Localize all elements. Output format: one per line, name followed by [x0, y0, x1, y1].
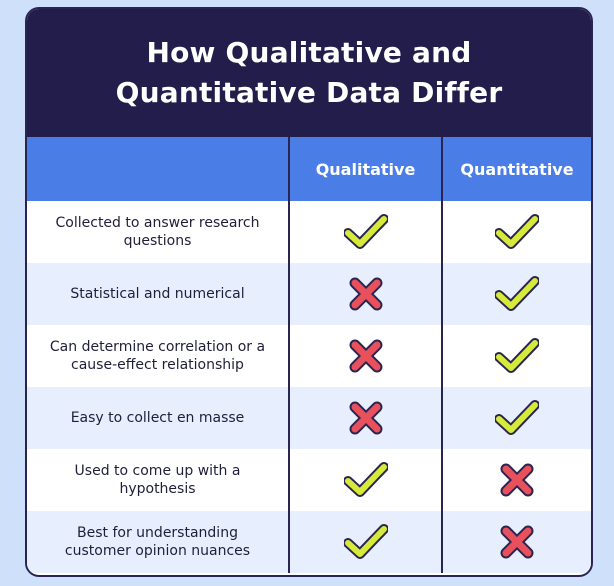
quantitative-cell [441, 387, 591, 449]
table-header-row: Qualitative Quantitative [27, 137, 591, 201]
qualitative-cell [288, 387, 442, 449]
row-label: Easy to collect en masse [27, 387, 289, 449]
quantitative-cell [441, 511, 591, 573]
check-icon [306, 524, 425, 560]
check-icon [459, 400, 575, 436]
check-icon [306, 214, 425, 250]
comparison-table: Qualitative Quantitative Collected to an… [27, 137, 591, 573]
table-row: Collected to answer research questions [27, 201, 591, 263]
row-label: Collected to answer research questions [27, 201, 289, 263]
quantitative-cell [441, 449, 591, 511]
quantitative-cell [441, 263, 591, 325]
table-row: Can determine correlation or a cause-eff… [27, 325, 591, 387]
quantitative-cell [441, 201, 591, 263]
qualitative-cell [288, 325, 442, 387]
header-empty [27, 137, 289, 201]
check-icon [306, 462, 425, 498]
quantitative-cell [441, 325, 591, 387]
table-row: Best for understanding customer opinion … [27, 511, 591, 573]
comparison-card: How Qualitative and Quantitative Data Di… [25, 7, 593, 577]
header-qualitative: Qualitative [288, 137, 442, 201]
title-banner: How Qualitative and Quantitative Data Di… [27, 9, 591, 137]
row-label: Used to come up with a hypothesis [27, 449, 289, 511]
cross-icon [306, 338, 425, 374]
cross-icon [459, 462, 575, 498]
qualitative-cell [288, 201, 442, 263]
check-icon [459, 338, 575, 374]
cross-icon [459, 524, 575, 560]
check-icon [459, 276, 575, 312]
row-label: Can determine correlation or a cause-eff… [27, 325, 289, 387]
cross-icon [306, 276, 425, 312]
check-icon [459, 214, 575, 250]
row-label: Best for understanding customer opinion … [27, 511, 289, 573]
table-row: Easy to collect en masse [27, 387, 591, 449]
page-title: How Qualitative and Quantitative Data Di… [115, 36, 503, 109]
row-label: Statistical and numerical [27, 263, 289, 325]
qualitative-cell [288, 449, 442, 511]
qualitative-cell [288, 263, 442, 325]
header-quantitative: Quantitative [441, 137, 591, 201]
table-row: Used to come up with a hypothesis [27, 449, 591, 511]
table-row: Statistical and numerical [27, 263, 591, 325]
cross-icon [306, 400, 425, 436]
qualitative-cell [288, 511, 442, 573]
